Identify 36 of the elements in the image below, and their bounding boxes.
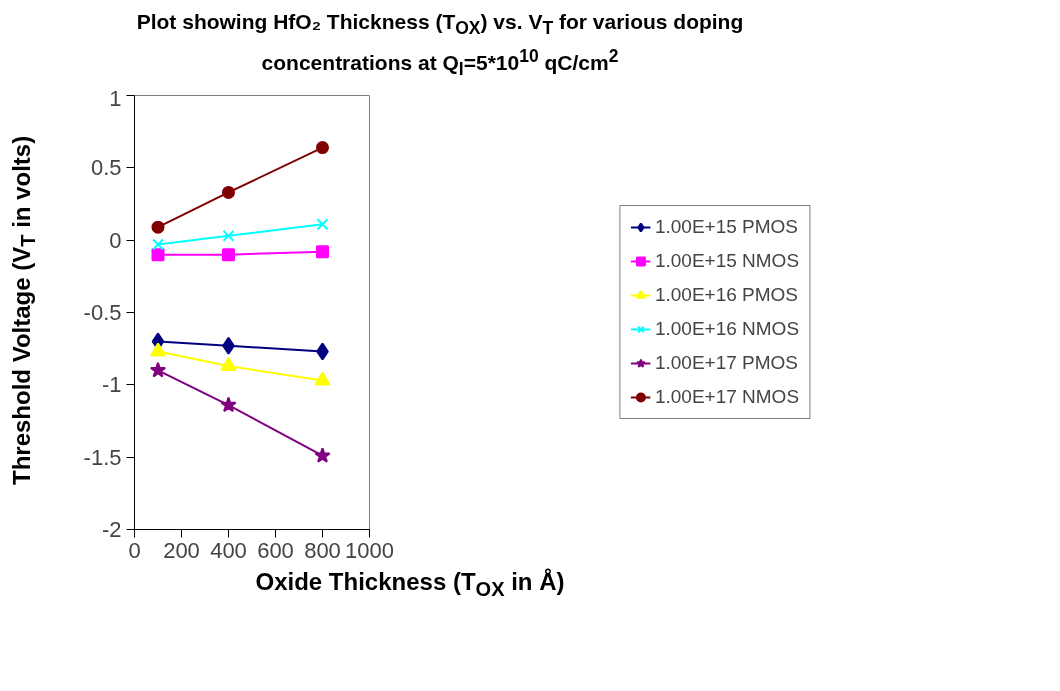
point bbox=[222, 185, 235, 199]
x-tick-label: 800 bbox=[304, 537, 341, 563]
x-tick-label: 400 bbox=[210, 537, 247, 563]
legend-label: 1.00E+15 NMOS bbox=[654, 250, 800, 272]
x-tick-label: 1000 bbox=[345, 537, 394, 563]
x-axis-title: Oxide Thickness (T$_{OX}$ in Å) bbox=[255, 567, 565, 602]
y-tick-label: 0 bbox=[109, 227, 122, 253]
legend-label: 1.00E+15 PMOS bbox=[654, 216, 799, 238]
y-tick-label: -0.5 bbox=[83, 300, 122, 325]
y-tick-label: -1 bbox=[101, 372, 122, 398]
point bbox=[151, 220, 165, 234]
y-tick-label: 1 bbox=[109, 85, 122, 111]
point bbox=[222, 248, 235, 262]
x-tick-label: 0 bbox=[128, 537, 141, 563]
point bbox=[220, 356, 237, 372]
legend-label: 1.00E+16 NMOS bbox=[654, 318, 800, 340]
point bbox=[314, 447, 331, 463]
point bbox=[151, 248, 165, 262]
chart-title: Plot showing HfO₂ Thickness (T$_{OX}$) vs. V$_{T}$ for various doping concentrations at Q$_{I}$=5*10$^{10}$ qC/cm$^{2}$ bbox=[136, 10, 744, 80]
y-tick-label: -1.5 bbox=[83, 444, 122, 470]
x-tick-label: 600 bbox=[257, 537, 294, 563]
legend-label: 1.00E+16 PMOS bbox=[654, 284, 799, 306]
legend-label: 1.00E+17 PMOS bbox=[654, 352, 799, 374]
point bbox=[220, 396, 237, 413]
y-tick-label: 0.5 bbox=[90, 155, 122, 181]
point bbox=[316, 218, 329, 231]
legend-label: 1.00E+17 NMOS bbox=[654, 386, 800, 408]
point bbox=[152, 238, 164, 251]
point bbox=[150, 342, 166, 357]
point bbox=[316, 245, 329, 259]
x-tick-label: 200 bbox=[163, 537, 200, 563]
point bbox=[222, 229, 235, 242]
point bbox=[316, 141, 329, 155]
point bbox=[314, 371, 331, 386]
point bbox=[149, 361, 167, 378]
y-tick-label: -2 bbox=[101, 517, 122, 542]
